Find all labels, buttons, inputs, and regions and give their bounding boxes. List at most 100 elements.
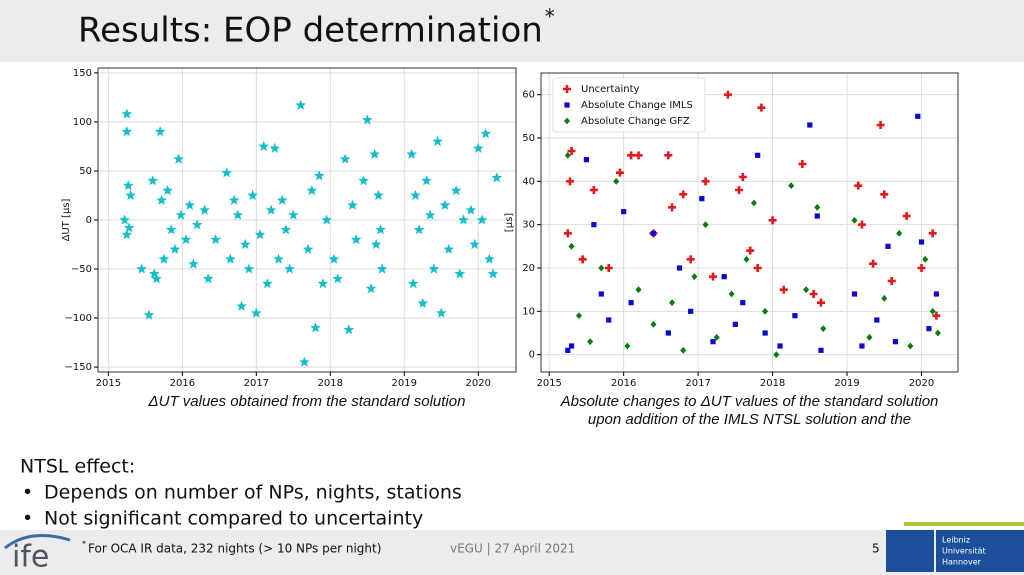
point <box>175 209 187 220</box>
point <box>798 160 807 168</box>
y-tick-label: 40 <box>522 176 535 187</box>
point <box>892 339 899 345</box>
point <box>358 175 369 186</box>
title-bar <box>0 0 1024 62</box>
point <box>634 151 643 160</box>
point <box>121 229 133 240</box>
point <box>450 185 462 196</box>
y-tick-label: −50 <box>71 264 92 275</box>
point <box>350 234 362 245</box>
point <box>221 167 233 178</box>
point <box>269 142 281 153</box>
point <box>284 263 295 274</box>
uni-name: Universität <box>942 547 986 556</box>
legend-box <box>552 77 706 133</box>
y-tick-label: 30 <box>522 220 535 231</box>
point <box>165 224 177 235</box>
point <box>615 168 624 177</box>
point <box>669 299 676 307</box>
point <box>317 278 329 289</box>
point <box>762 307 769 315</box>
point <box>407 278 419 289</box>
point <box>332 273 343 284</box>
point <box>627 151 636 160</box>
point <box>613 177 620 185</box>
point <box>247 189 258 200</box>
point <box>436 307 447 318</box>
point <box>302 243 314 254</box>
y-axis-label: [μs] <box>504 213 515 232</box>
event: vEGU | 27 April 2021 <box>450 542 575 556</box>
legend-label: Absolute Change GFZ <box>581 116 690 127</box>
point <box>123 180 134 191</box>
point <box>469 238 480 249</box>
point <box>851 216 858 224</box>
point <box>869 259 878 268</box>
point <box>732 321 738 327</box>
point <box>251 307 262 318</box>
slide-title: Results: EOP determination <box>78 11 543 51</box>
y-tick-label: 20 <box>522 263 535 274</box>
y-tick-label: 50 <box>522 133 535 144</box>
point <box>375 224 386 235</box>
point <box>563 229 572 238</box>
y-tick-label: 100 <box>73 117 92 128</box>
x-tick-label: 2018 <box>318 378 343 389</box>
point <box>306 185 318 196</box>
point <box>624 342 631 350</box>
point <box>743 255 750 263</box>
y-tick-label: 0 <box>529 350 535 361</box>
point <box>721 274 727 280</box>
x-tick-label: 2019 <box>392 378 417 389</box>
point <box>258 140 269 151</box>
point <box>650 230 657 236</box>
logo: ife <box>12 540 49 575</box>
point <box>369 148 380 159</box>
x-tick-label: 2020 <box>909 378 934 389</box>
point <box>735 186 744 194</box>
point <box>934 329 941 337</box>
point <box>565 347 571 353</box>
point <box>362 114 373 125</box>
point <box>928 229 937 238</box>
uni-name: Leibniz <box>942 536 970 545</box>
point <box>702 221 709 229</box>
bullet-dot: • <box>22 482 33 504</box>
point <box>851 291 858 297</box>
point <box>857 220 866 229</box>
point <box>236 300 247 311</box>
point <box>680 346 687 354</box>
point <box>491 172 503 183</box>
point <box>225 253 236 264</box>
point <box>568 242 575 250</box>
y-tick-label: 10 <box>522 306 535 317</box>
point <box>818 347 824 353</box>
point <box>567 147 576 155</box>
point <box>568 343 575 349</box>
caption: Absolute changes to ΔUT values of the st… <box>560 393 939 410</box>
uni-logo-text-bg <box>936 530 1024 572</box>
point <box>691 273 698 281</box>
point <box>148 268 160 279</box>
point <box>929 307 936 315</box>
point <box>273 253 284 264</box>
point <box>276 194 288 205</box>
footnote: For OCA IR data, 232 nights (> 10 NPs pe… <box>88 542 381 556</box>
point <box>476 214 488 225</box>
point <box>709 272 718 281</box>
y-tick-label: −150 <box>65 362 92 373</box>
point <box>755 152 761 158</box>
point <box>472 142 484 153</box>
point <box>343 324 355 335</box>
point <box>713 333 720 341</box>
point <box>147 175 159 186</box>
point <box>768 216 777 225</box>
legend-marker <box>563 85 571 93</box>
point <box>136 263 147 274</box>
point <box>807 122 813 128</box>
point <box>458 214 469 225</box>
point <box>156 194 167 205</box>
point <box>443 243 454 254</box>
point <box>757 103 766 112</box>
